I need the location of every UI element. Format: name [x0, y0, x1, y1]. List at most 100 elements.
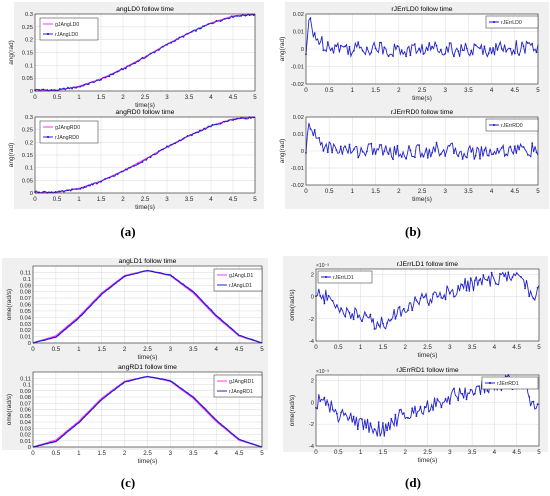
data-point [54, 191, 57, 193]
axes-frame [32, 265, 263, 344]
data-point [503, 275, 506, 277]
data-point [474, 44, 477, 46]
data-point [444, 155, 447, 157]
data-point [370, 142, 373, 145]
data-point [431, 45, 433, 48]
data-point [374, 153, 377, 155]
data-point [369, 422, 372, 424]
data-point [457, 399, 460, 402]
data-point [461, 392, 464, 395]
data-point [479, 47, 481, 50]
y-tick-label: 0.2 [25, 140, 33, 146]
data-point [195, 30, 197, 32]
y-tick-label: -2 [309, 422, 314, 428]
legend-marker [492, 20, 496, 24]
data-point [38, 89, 40, 91]
data-point [112, 175, 115, 177]
x-tick-label: 1 [77, 196, 81, 203]
data-point [394, 413, 397, 416]
x-tick-label: 2 [403, 344, 407, 351]
y-axis-label: ome(rad/s) [289, 289, 296, 320]
y-tick-label: -4 [309, 444, 315, 450]
data-point [423, 295, 426, 298]
data-point [361, 150, 364, 153]
data-point [356, 316, 359, 319]
data-point [466, 156, 468, 159]
y-tick-label: 0 [311, 295, 314, 301]
data-point [327, 403, 330, 406]
data-point [357, 41, 360, 44]
data-point [457, 155, 460, 158]
x-tick-label: 3 [443, 188, 447, 195]
data-point [67, 189, 69, 192]
data-point [137, 162, 140, 165]
data-point [474, 279, 476, 282]
data-point [440, 406, 443, 409]
data-point [500, 147, 503, 149]
data-point [426, 157, 429, 159]
data-point [520, 276, 522, 278]
data-point [83, 186, 86, 188]
data-point [370, 51, 373, 54]
legend: rJErrLD1 [317, 270, 373, 284]
data-point [486, 279, 489, 282]
data-point [478, 385, 480, 388]
data-point [331, 300, 334, 302]
chart-3: 0 0.5 1 1.5 2 2.5 3 3.5 4 4.5 5 -0.02 -0.01 0 0.01 0.02… [279, 6, 540, 102]
data-point [319, 400, 322, 402]
data-point [232, 119, 234, 121]
data-point [448, 402, 451, 405]
data-point [190, 30, 193, 33]
y-tick-label: 0.04 [20, 315, 32, 321]
legend-box [39, 120, 99, 144]
data-point [470, 150, 473, 153]
data-point [149, 52, 152, 55]
data-point [487, 154, 490, 157]
x-tick-label: 1.5 [371, 87, 380, 94]
y-tick-label: -4 [309, 339, 315, 345]
chart-title: rJErrRD1 follow time [396, 367, 459, 374]
y-axis-label: ang(rad) [279, 139, 286, 164]
x-tick-label: 4 [490, 87, 494, 94]
y-axis-label: ome(rad/s) [289, 395, 296, 426]
axes-frame [32, 371, 263, 448]
data-point [469, 388, 472, 391]
data-point [496, 48, 499, 51]
chart-title: rJErrLD0 follow time [391, 6, 452, 13]
legend-label: rJErrLD1 [333, 275, 354, 281]
data-point [392, 55, 394, 57]
data-point [413, 156, 416, 159]
legend-label: rJAngRD0 [55, 135, 79, 141]
x-tick-label: 2 [121, 94, 125, 101]
y-tick-label: 0.01 [20, 335, 31, 341]
x-tick-label: 1 [77, 450, 81, 457]
x-axis-label: time(s) [412, 95, 432, 102]
data-point [383, 46, 386, 49]
data-point [133, 165, 135, 167]
data-point [415, 415, 418, 417]
y-tick-label: 0 [30, 191, 33, 197]
data-point [116, 70, 119, 73]
axis-exponent: ×10⁻³ [316, 263, 329, 269]
data-point [174, 142, 177, 145]
data-point [382, 422, 384, 424]
data-point [461, 284, 464, 286]
data-point [457, 50, 460, 52]
data-point [116, 173, 119, 176]
data-point [483, 149, 486, 152]
x-tick-label: 4.5 [235, 450, 244, 457]
legend: rJErrRD0 [485, 118, 539, 132]
y-tick-label: 0.01 [293, 132, 304, 138]
data-point [507, 271, 510, 274]
data-point [353, 148, 355, 151]
data-point [339, 145, 342, 148]
legend-marker [46, 135, 50, 139]
y-tick-label: 0 [311, 400, 314, 406]
data-point [535, 151, 538, 154]
y-tick-label: 2 [311, 378, 314, 384]
x-tick-label: 0 [314, 344, 318, 351]
data-point [63, 87, 65, 90]
data-point [322, 149, 325, 152]
y-tick-label: 0.09 [20, 283, 31, 289]
data-point [407, 309, 409, 312]
